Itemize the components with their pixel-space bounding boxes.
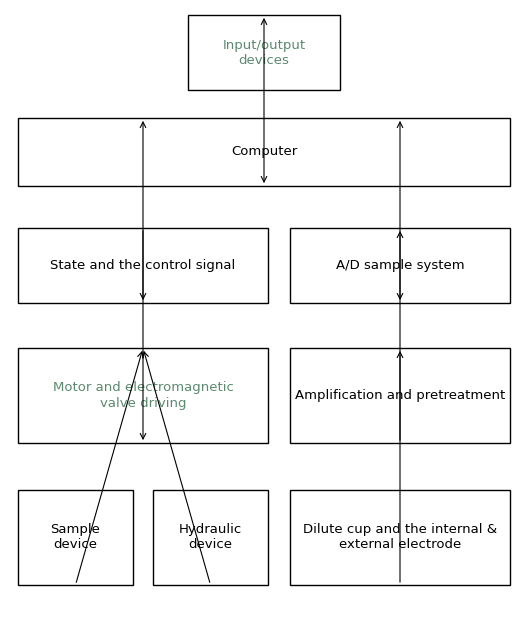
Bar <box>188 15 340 90</box>
Bar <box>153 490 268 585</box>
Text: Input/output
devices: Input/output devices <box>222 39 305 67</box>
Text: Computer: Computer <box>231 145 297 159</box>
Text: Hydraulic
device: Hydraulic device <box>179 523 242 552</box>
Bar <box>18 118 510 186</box>
Text: Amplification and pretreatment: Amplification and pretreatment <box>295 389 505 402</box>
Text: Dilute cup and the internal &
external electrode: Dilute cup and the internal & external e… <box>303 523 497 552</box>
Bar <box>290 490 510 585</box>
Text: Sample
device: Sample device <box>50 523 100 552</box>
Text: State and the control signal: State and the control signal <box>50 259 236 272</box>
Text: Motor and electromagnetic
valve driving: Motor and electromagnetic valve driving <box>53 382 234 410</box>
Text: A/D sample system: A/D sample system <box>336 259 464 272</box>
Bar <box>18 490 133 585</box>
Bar <box>18 228 268 303</box>
Bar <box>290 348 510 443</box>
Bar <box>18 348 268 443</box>
Bar <box>290 228 510 303</box>
